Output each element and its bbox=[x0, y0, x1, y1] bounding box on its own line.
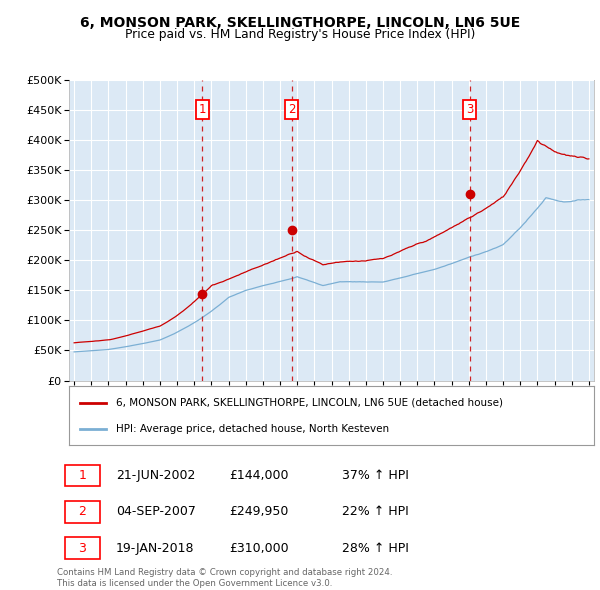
Bar bbox=[65, 537, 100, 559]
Text: 1: 1 bbox=[199, 103, 206, 116]
Text: £310,000: £310,000 bbox=[229, 542, 289, 555]
Text: 6, MONSON PARK, SKELLINGTHORPE, LINCOLN, LN6 5UE (detached house): 6, MONSON PARK, SKELLINGTHORPE, LINCOLN,… bbox=[116, 398, 503, 408]
Text: Price paid vs. HM Land Registry's House Price Index (HPI): Price paid vs. HM Land Registry's House … bbox=[125, 28, 475, 41]
Text: 28% ↑ HPI: 28% ↑ HPI bbox=[341, 542, 409, 555]
Text: 19-JAN-2018: 19-JAN-2018 bbox=[116, 542, 194, 555]
Text: 04-SEP-2007: 04-SEP-2007 bbox=[116, 505, 196, 519]
Text: HPI: Average price, detached house, North Kesteven: HPI: Average price, detached house, Nort… bbox=[116, 424, 389, 434]
Text: 1: 1 bbox=[79, 469, 86, 482]
Text: 2: 2 bbox=[288, 103, 295, 116]
Text: 21-JUN-2002: 21-JUN-2002 bbox=[116, 469, 196, 482]
Text: 2: 2 bbox=[79, 505, 86, 519]
Bar bbox=[65, 501, 100, 523]
Bar bbox=[65, 465, 100, 486]
Text: This data is licensed under the Open Government Licence v3.0.: This data is licensed under the Open Gov… bbox=[57, 579, 332, 588]
Text: 6, MONSON PARK, SKELLINGTHORPE, LINCOLN, LN6 5UE: 6, MONSON PARK, SKELLINGTHORPE, LINCOLN,… bbox=[80, 16, 520, 30]
Text: 3: 3 bbox=[466, 103, 473, 116]
Text: 37% ↑ HPI: 37% ↑ HPI bbox=[341, 469, 409, 482]
Text: 22% ↑ HPI: 22% ↑ HPI bbox=[341, 505, 409, 519]
Text: Contains HM Land Registry data © Crown copyright and database right 2024.: Contains HM Land Registry data © Crown c… bbox=[57, 568, 392, 577]
Text: £249,950: £249,950 bbox=[229, 505, 288, 519]
Text: £144,000: £144,000 bbox=[229, 469, 289, 482]
Text: 3: 3 bbox=[79, 542, 86, 555]
